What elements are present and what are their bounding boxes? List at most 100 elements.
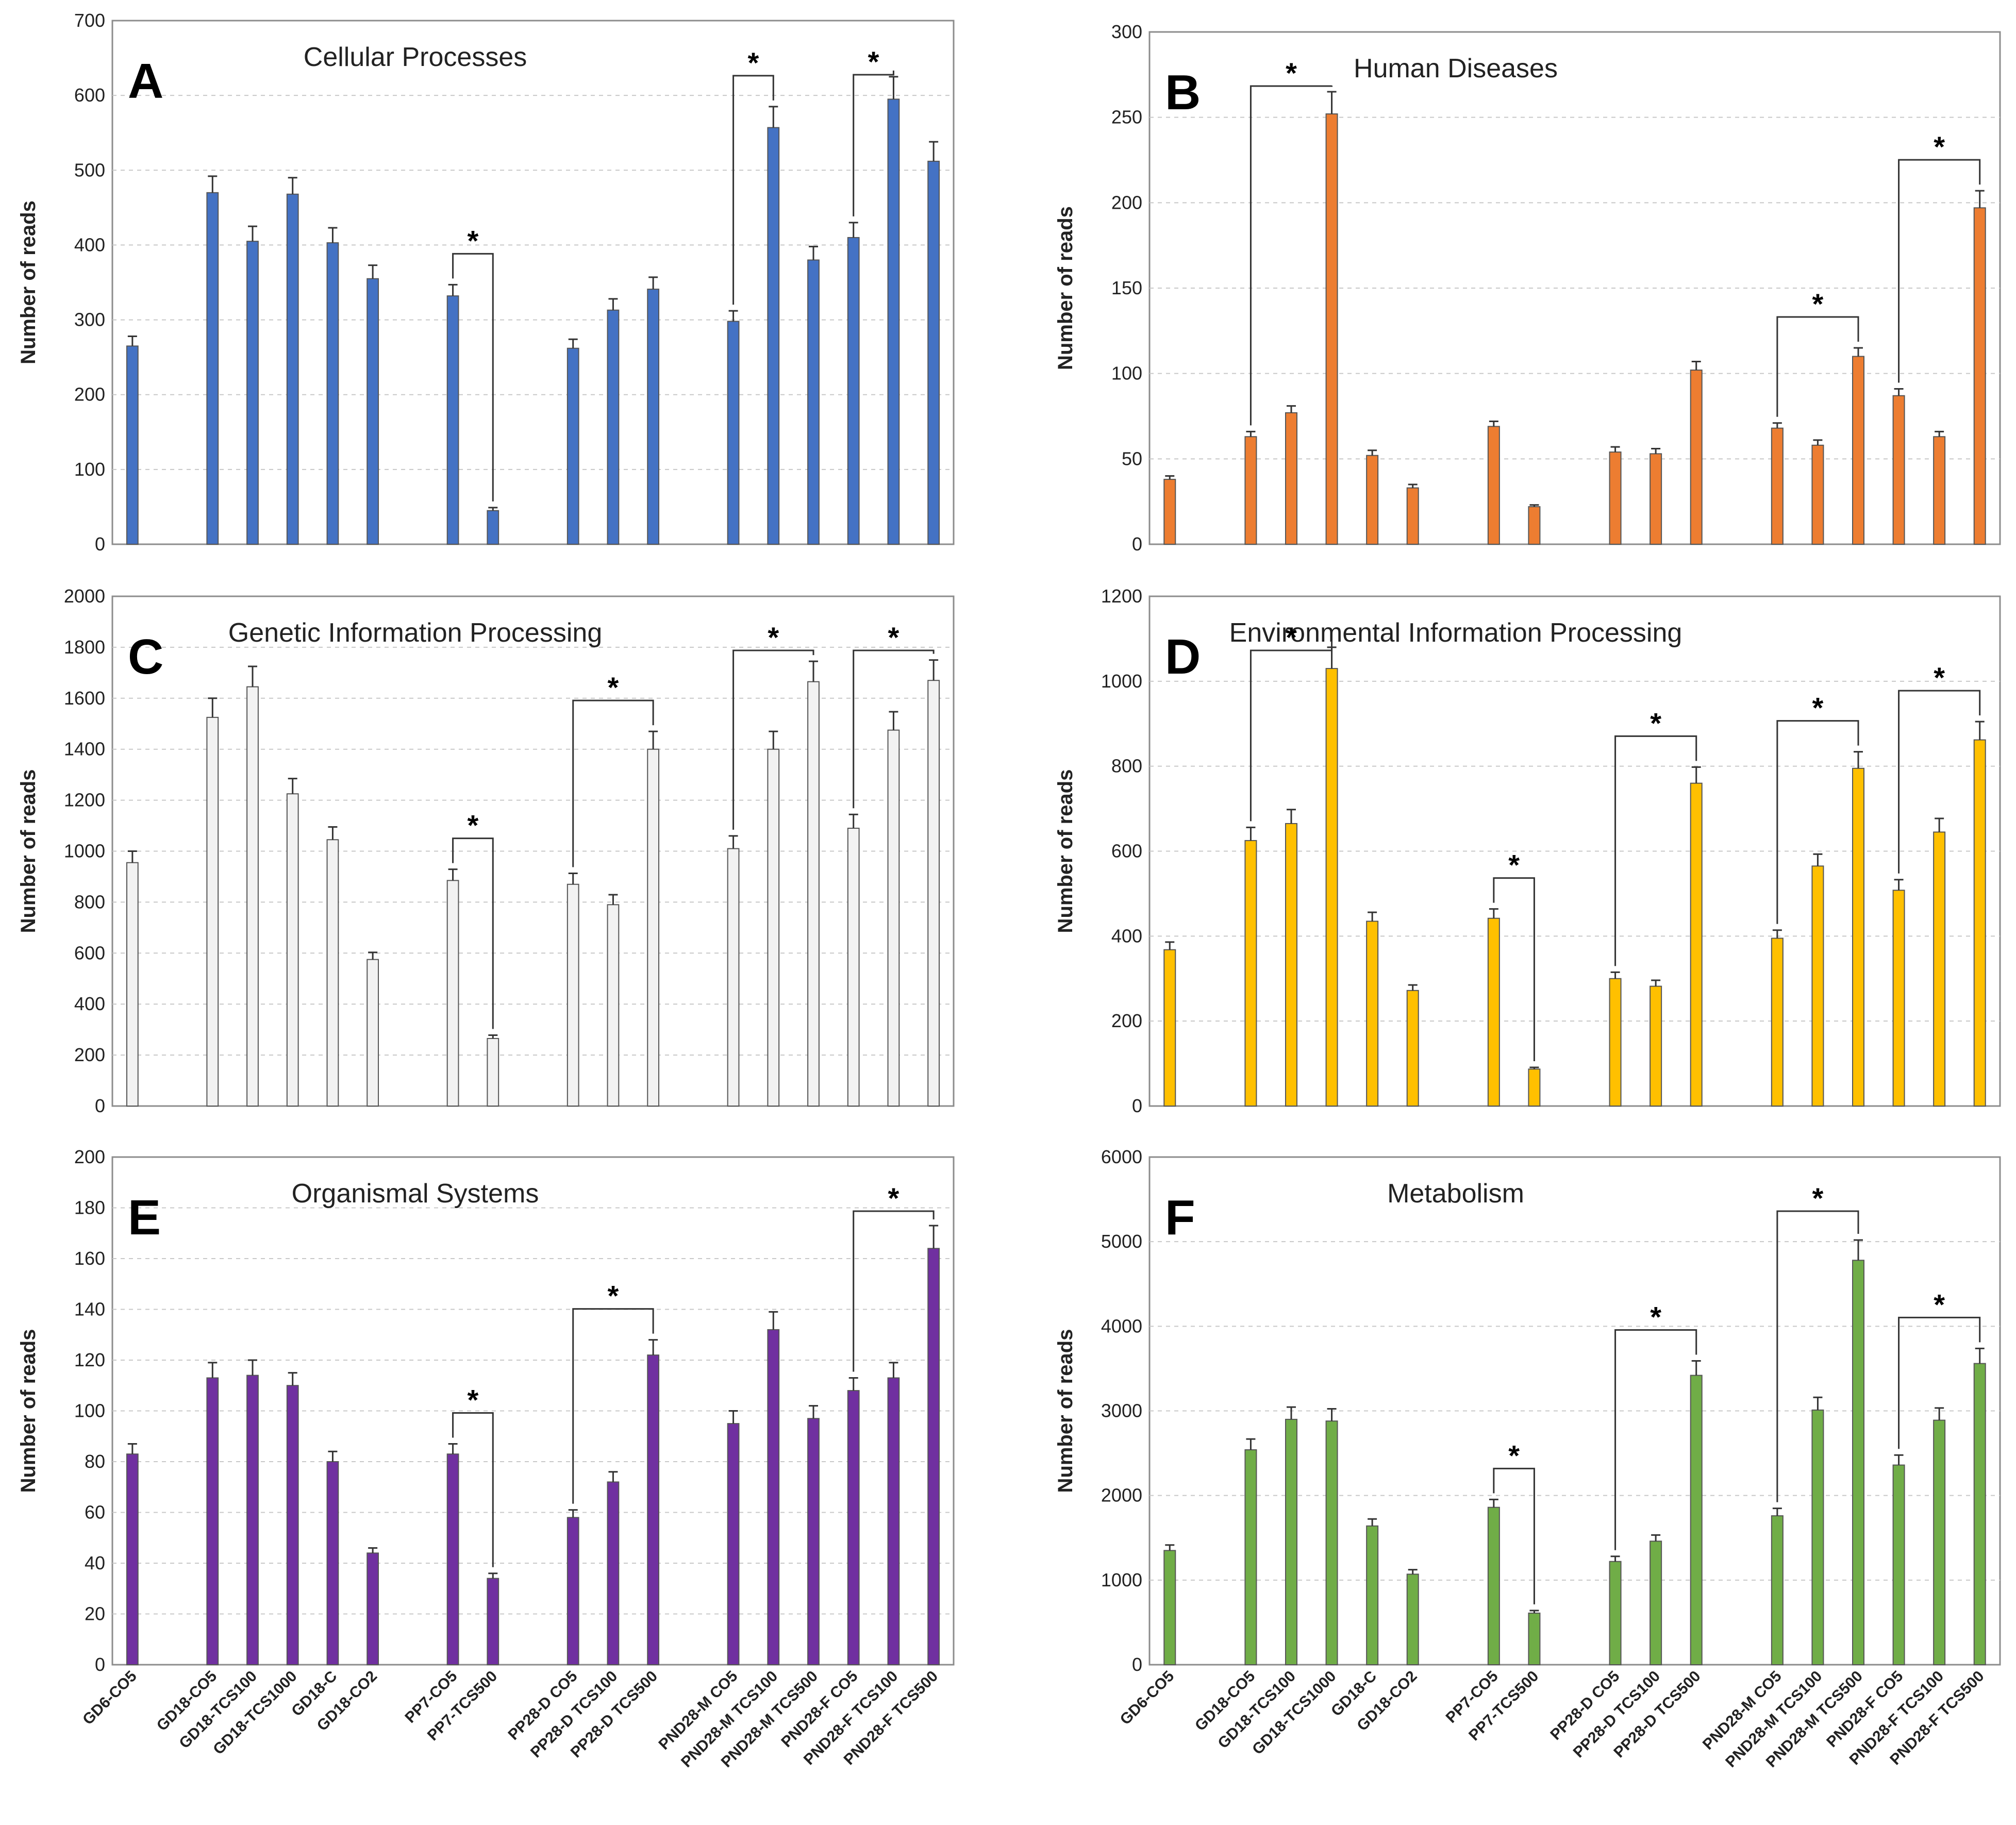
bar [607, 1481, 620, 1665]
bar [1771, 937, 1784, 1107]
bar [1892, 890, 1905, 1107]
bar [927, 680, 940, 1107]
significance-star: * [608, 1280, 619, 1312]
bar [126, 862, 139, 1107]
significance-star: * [748, 46, 759, 79]
bar [647, 289, 660, 545]
y-tick-label: 100 [74, 1400, 105, 1421]
significance-bracket [1898, 159, 1981, 383]
y-tick-label: 1000 [1101, 671, 1142, 692]
significance-star: * [888, 621, 899, 654]
y-tick-label: 800 [74, 891, 105, 912]
y-tick-label: 800 [1111, 756, 1142, 777]
bar [1366, 1525, 1379, 1665]
bar [366, 959, 379, 1107]
y-tick-label: 400 [74, 234, 105, 255]
y-axis-label: Number of reads [17, 769, 40, 933]
significance-bracket [572, 699, 654, 867]
y-tick-label: 1400 [64, 739, 105, 760]
significance-star: * [1812, 288, 1824, 320]
bar [1811, 444, 1824, 545]
bar [1244, 436, 1257, 545]
bar [727, 321, 740, 545]
bar [1163, 1550, 1176, 1665]
bar [1366, 455, 1379, 545]
significance-bracket [1776, 720, 1859, 924]
bar [1325, 113, 1338, 545]
significance-star: * [1650, 1300, 1661, 1333]
y-tick-label: 500 [74, 159, 105, 180]
panel-letter: E [128, 1190, 161, 1245]
bar [1487, 917, 1500, 1107]
chart-title: Cellular Processes [304, 42, 527, 72]
bar [1973, 207, 1986, 545]
bar [1285, 823, 1297, 1107]
x-tick-label: PP28-D CO5 [1547, 1668, 1623, 1744]
y-tick-label: 1000 [64, 841, 105, 862]
y-tick-label: 300 [1111, 21, 1142, 42]
y-axis-label: Number of reads [17, 200, 40, 364]
significance-bracket [1898, 1316, 1981, 1449]
bar [567, 1517, 579, 1666]
significance-star: * [1650, 707, 1661, 739]
y-tick-label: 100 [1111, 363, 1142, 384]
bar [1406, 1573, 1419, 1665]
y-tick-label: 160 [74, 1248, 105, 1269]
significance-star: * [888, 1182, 899, 1214]
bar [1852, 356, 1864, 545]
bar [1852, 1260, 1864, 1666]
y-tick-label: 40 [85, 1552, 105, 1573]
y-tick-label: 400 [74, 993, 105, 1014]
bar [727, 1423, 740, 1665]
bar [446, 1453, 459, 1666]
panel-letter: F [1165, 1190, 1195, 1245]
bar [1366, 920, 1379, 1107]
bar [326, 242, 339, 545]
y-tick-label: 600 [74, 942, 105, 963]
bar [1609, 451, 1622, 545]
y-tick-label: 50 [1122, 448, 1142, 469]
bar [647, 748, 660, 1107]
significance-star: * [468, 1384, 479, 1416]
significance-bracket [1614, 735, 1697, 966]
significance-bracket [1898, 690, 1981, 874]
y-tick-label: 180 [74, 1197, 105, 1218]
y-tick-label: 140 [74, 1299, 105, 1320]
bar [246, 686, 259, 1107]
significance-bracket [1249, 85, 1333, 426]
bar [1163, 479, 1176, 545]
bar [727, 848, 740, 1107]
bar [1973, 1363, 1986, 1665]
y-tick-label: 400 [1111, 925, 1142, 946]
x-tick-label: PP7-TCS500 [424, 1668, 501, 1744]
y-tick-label: 100 [74, 459, 105, 480]
bar [567, 883, 579, 1107]
bar [767, 127, 780, 545]
y-tick-label: 200 [74, 384, 105, 405]
bar [1528, 1068, 1541, 1107]
y-axis-label: Number of reads [1054, 206, 1077, 370]
bar [1528, 506, 1541, 545]
significance-star: * [1812, 1182, 1824, 1214]
bar [607, 309, 620, 545]
bar [1163, 949, 1176, 1107]
significance-star: * [1286, 57, 1297, 89]
bar [1650, 985, 1662, 1107]
y-tick-label: 1000 [1101, 1569, 1142, 1590]
significance-star: * [1934, 1288, 1945, 1320]
significance-star: * [1508, 849, 1520, 881]
significance-star: * [468, 224, 479, 257]
bar [366, 278, 379, 545]
bar [767, 748, 780, 1107]
plot-frame [111, 20, 955, 545]
significance-bracket [1776, 1210, 1859, 1502]
significance-bracket [572, 1308, 654, 1504]
y-tick-label: 4000 [1101, 1315, 1142, 1336]
bar [206, 1377, 219, 1666]
chart-title: Environmental Information Processing [1229, 618, 1682, 648]
significance-bracket [853, 1210, 935, 1372]
bar [487, 510, 499, 545]
panel-b: 0 50 100 150 200 250 300 Number of reads Human D… [1054, 21, 2001, 555]
panel-letter: D [1165, 629, 1201, 684]
y-tick-label: 80 [85, 1451, 105, 1472]
